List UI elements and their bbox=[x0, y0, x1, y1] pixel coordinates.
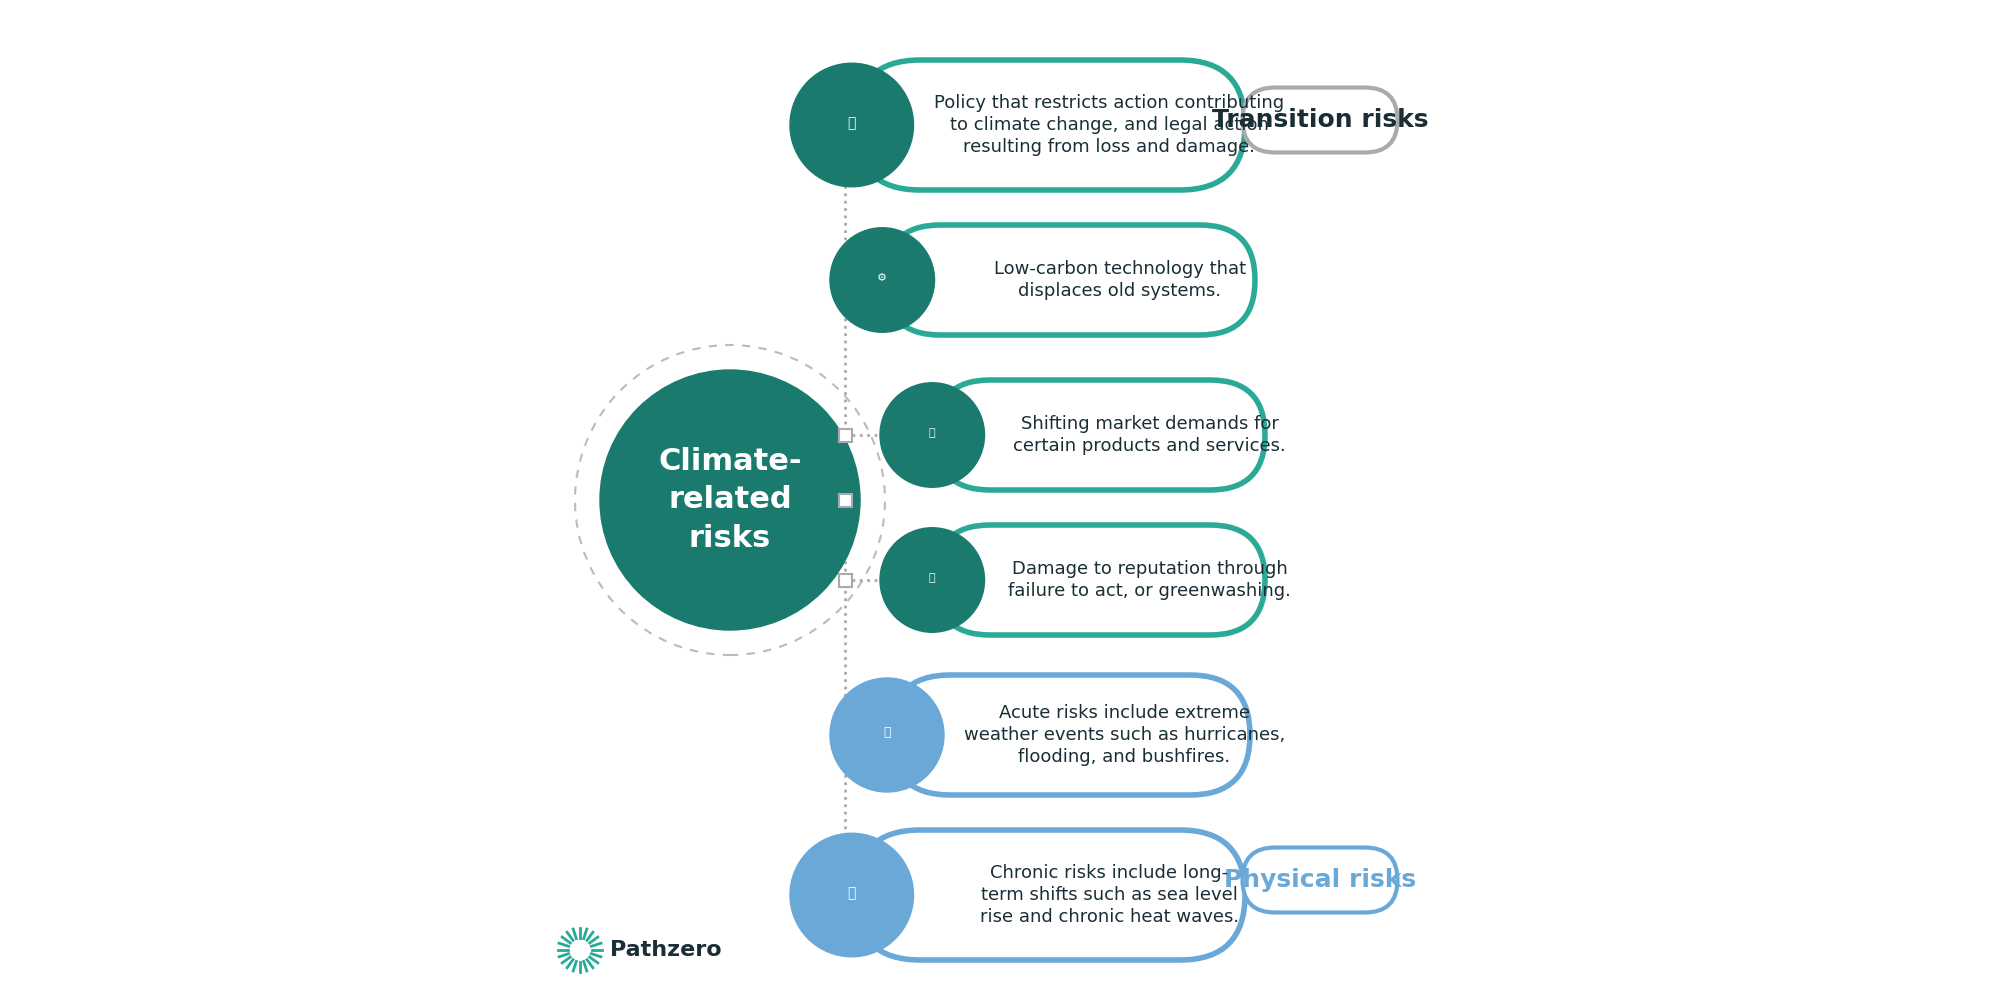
Text: to climate change, and legal action: to climate change, and legal action bbox=[950, 116, 1268, 134]
Circle shape bbox=[830, 228, 934, 332]
FancyBboxPatch shape bbox=[856, 830, 1244, 960]
Text: Transition risks: Transition risks bbox=[1212, 108, 1428, 132]
Text: 🌡️: 🌡️ bbox=[848, 886, 856, 900]
Circle shape bbox=[830, 678, 944, 792]
Text: certain products and services.: certain products and services. bbox=[1014, 437, 1286, 455]
Bar bbox=[838, 494, 852, 506]
Text: displaces old systems.: displaces old systems. bbox=[1018, 282, 1222, 300]
Text: flooding, and bushfires.: flooding, and bushfires. bbox=[1018, 748, 1230, 766]
Bar bbox=[838, 889, 852, 902]
Text: 📈: 📈 bbox=[928, 428, 936, 438]
Text: Policy that restricts action contributing: Policy that restricts action contributin… bbox=[934, 94, 1284, 112]
Text: weather events such as hurricanes,: weather events such as hurricanes, bbox=[964, 726, 1286, 744]
Circle shape bbox=[790, 63, 914, 187]
Circle shape bbox=[600, 370, 860, 630]
Text: failure to act, or greenwashing.: failure to act, or greenwashing. bbox=[1008, 582, 1292, 600]
Text: Chronic risks include long-: Chronic risks include long- bbox=[990, 864, 1228, 882]
FancyBboxPatch shape bbox=[1242, 848, 1398, 912]
Text: Acute risks include extreme: Acute risks include extreme bbox=[1000, 704, 1250, 722]
Circle shape bbox=[790, 833, 914, 957]
FancyBboxPatch shape bbox=[856, 60, 1244, 190]
Text: Damage to reputation through: Damage to reputation through bbox=[1012, 560, 1288, 578]
Text: 💨: 💨 bbox=[884, 726, 890, 740]
FancyBboxPatch shape bbox=[884, 225, 1256, 335]
Text: Physical risks: Physical risks bbox=[1224, 868, 1416, 892]
Bar bbox=[838, 273, 852, 286]
Text: ⚙️: ⚙️ bbox=[878, 273, 888, 283]
FancyBboxPatch shape bbox=[890, 675, 1250, 795]
Bar bbox=[838, 118, 852, 131]
Text: term shifts such as sea level: term shifts such as sea level bbox=[980, 886, 1238, 904]
Bar bbox=[838, 428, 852, 442]
Text: 🤝: 🤝 bbox=[928, 573, 936, 583]
FancyBboxPatch shape bbox=[1242, 87, 1398, 152]
Text: Low-carbon technology that: Low-carbon technology that bbox=[994, 260, 1246, 278]
Text: resulting from loss and damage.: resulting from loss and damage. bbox=[964, 138, 1256, 156]
Bar bbox=[838, 728, 852, 742]
Bar bbox=[838, 574, 852, 586]
Text: 📋: 📋 bbox=[848, 116, 856, 130]
Circle shape bbox=[880, 528, 984, 632]
Circle shape bbox=[880, 383, 984, 487]
Text: Shifting market demands for: Shifting market demands for bbox=[1020, 415, 1278, 433]
Text: Pathzero: Pathzero bbox=[610, 940, 722, 960]
Text: rise and chronic heat waves.: rise and chronic heat waves. bbox=[980, 908, 1238, 926]
FancyBboxPatch shape bbox=[936, 380, 1266, 490]
Text: Climate-
related
risks: Climate- related risks bbox=[658, 447, 802, 553]
FancyBboxPatch shape bbox=[936, 525, 1266, 635]
